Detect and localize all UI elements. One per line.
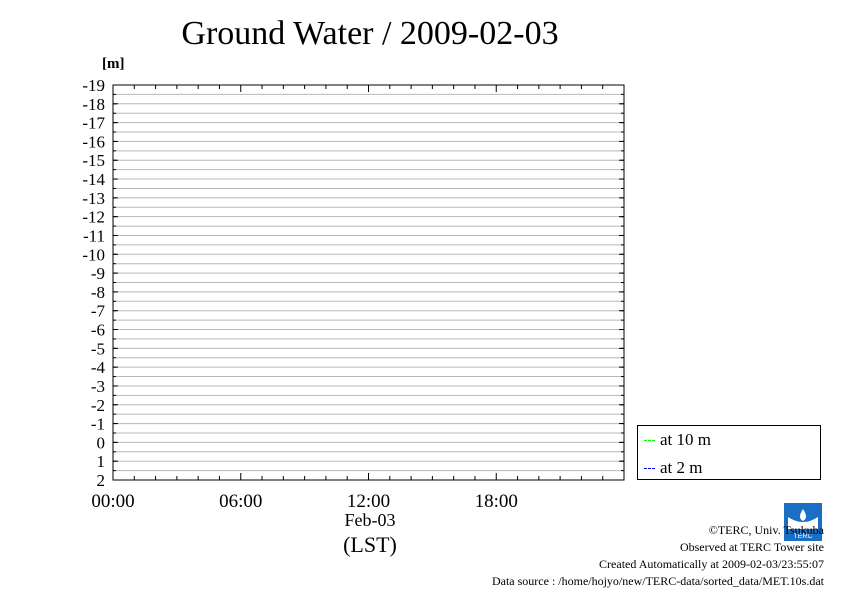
logo-text: TERC [793,533,812,540]
y-tick-label: 2 [97,471,106,490]
y-tick-label: -9 [91,264,105,283]
y-tick-label: -7 [91,302,106,321]
legend-swatch-2m [644,467,655,469]
y-tick-label: -12 [82,208,105,227]
y-tick-label: -16 [82,132,105,151]
y-tick-label: -10 [82,245,105,264]
y-tick-label: -11 [83,226,105,245]
y-tick-label: 0 [97,433,106,452]
x-tick-labels: 00:00 06:00 12:00 18:00 [91,491,518,512]
x-tick-label: 00:00 [91,491,134,512]
y-tick-label: -15 [82,151,105,170]
y-tick-label: -14 [82,170,105,189]
terc-logo-icon: TERC [784,503,822,541]
x-tick-label: 12:00 [347,491,390,512]
x-axis-label: (LST) [343,532,397,557]
y-tick-label: -4 [91,358,106,377]
y-tick-label: -13 [82,189,105,208]
legend-item-10m: at 10 m [644,430,711,450]
y-tick-label: -6 [91,321,105,340]
credit-created: Created Automatically at 2009-02-03/23:5… [599,557,824,571]
chart-title: Ground Water / 2009-02-03 [181,15,559,52]
credits: ©TERC, Univ. Tsukuba Observed at TERC To… [492,522,824,590]
y-tick-label: 1 [97,452,106,471]
y-tick-label: -5 [91,339,105,358]
y-tick-label: -17 [82,114,105,133]
legend: at 10 m at 2 m [637,425,821,480]
x-tick-label: 06:00 [219,491,262,512]
y-tick-labels: -19-18-17-16-15-14-13-12-11-10-9-8-7-6-5… [82,76,105,490]
x-axis-date-label: Feb-03 [344,510,396,530]
credit-copyright: ©TERC, Univ. Tsukuba [708,523,824,537]
legend-item-2m: at 2 m [644,458,703,478]
credit-source: Data source : /home/hojyo/new/TERC-data/… [491,574,824,588]
x-tick-label: 18:00 [475,491,518,512]
plot-frame [112,84,625,481]
y-tick-label: -19 [82,76,105,95]
grid-lines [113,84,624,481]
y-axis-unit: [m] [102,56,125,72]
credit-observed: Observed at TERC Tower site [679,540,824,554]
legend-swatch-10m [644,439,655,441]
y-tick-label: -8 [91,283,105,302]
y-tick-label: -18 [82,95,105,114]
y-tick-label: -1 [91,415,105,434]
y-tick-label: -3 [91,377,105,396]
legend-label-10m: at 10 m [660,430,711,449]
legend-label-2m: at 2 m [660,458,703,477]
y-tick-label: -2 [91,396,105,415]
